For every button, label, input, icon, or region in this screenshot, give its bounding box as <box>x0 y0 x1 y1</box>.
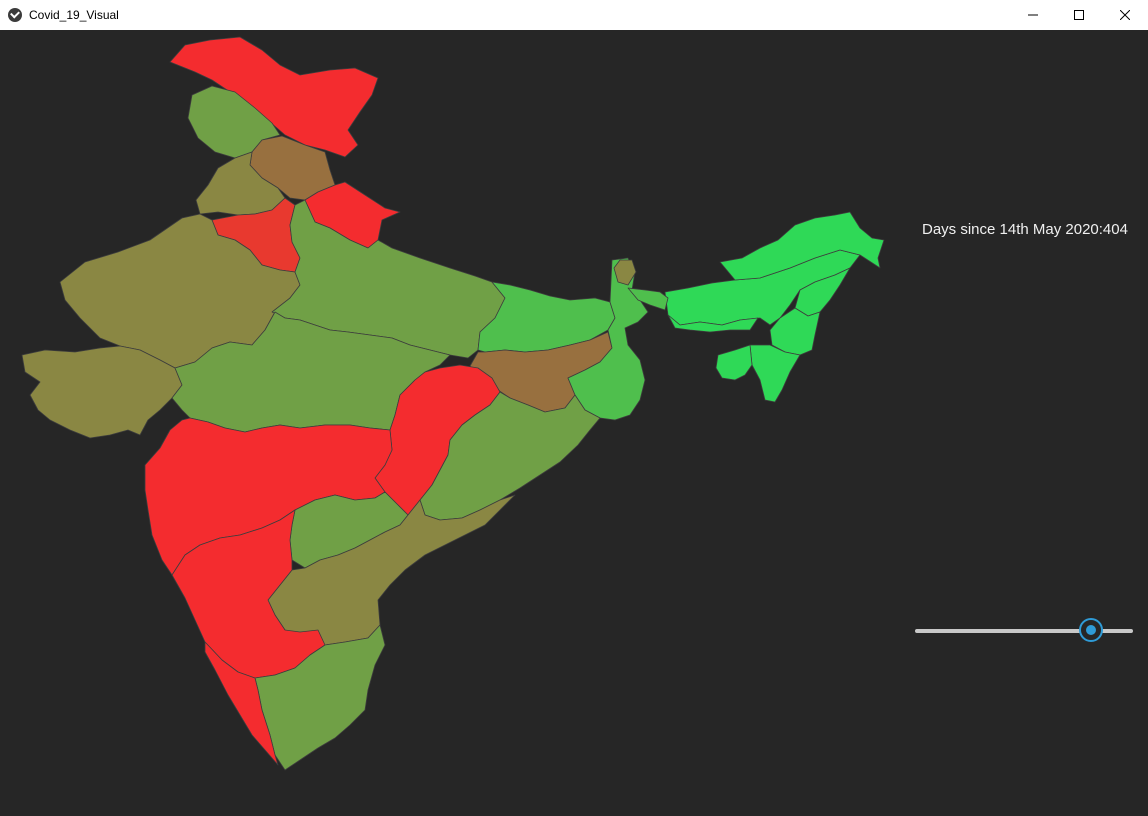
day-slider[interactable] <box>915 618 1133 644</box>
india-map <box>21 36 885 771</box>
days-since-label: Days since 14th May 2020:404 <box>922 221 1128 238</box>
state-tripura[interactable] <box>715 344 753 381</box>
minimize-button[interactable] <box>1010 0 1056 30</box>
slider-track[interactable] <box>915 629 1133 633</box>
state-gujarat[interactable] <box>21 345 183 439</box>
app-icon <box>8 8 22 22</box>
maximize-button[interactable] <box>1056 0 1102 30</box>
state-sikkim[interactable] <box>613 259 637 286</box>
close-icon <box>1120 10 1130 20</box>
main-canvas: Days since 14th May 2020:404 <box>0 30 1148 816</box>
slider-thumb-dot <box>1085 625 1096 635</box>
slider-thumb[interactable] <box>1078 618 1103 642</box>
state-manipur[interactable] <box>769 307 821 356</box>
state-arunachal-pradesh[interactable] <box>719 211 885 281</box>
close-button[interactable] <box>1102 0 1148 30</box>
state-west-bengal-north[interactable] <box>627 287 669 311</box>
window-controls <box>1010 0 1148 30</box>
maximize-icon <box>1074 10 1084 20</box>
title-bar[interactable]: Covid_19_Visual <box>0 0 1148 30</box>
state-meghalaya[interactable] <box>667 314 759 333</box>
state-kerala[interactable] <box>204 641 279 766</box>
window-title: Covid_19_Visual <box>29 8 119 22</box>
minimize-icon <box>1028 14 1038 16</box>
state-mizoram[interactable] <box>749 344 801 403</box>
